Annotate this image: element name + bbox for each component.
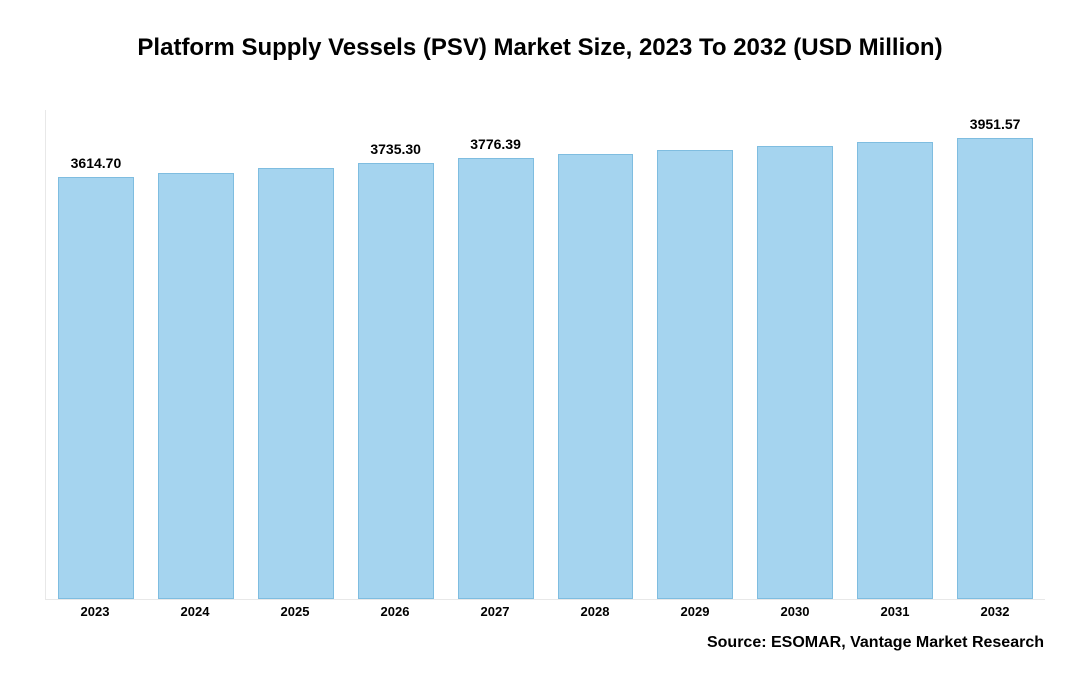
bar-slot: 3776.39 bbox=[446, 110, 546, 599]
x-axis-label: 2029 bbox=[645, 604, 745, 619]
x-axis-label: 2030 bbox=[745, 604, 845, 619]
x-axis-label: 2032 bbox=[945, 604, 1045, 619]
bar-slot: 3614.70 bbox=[46, 110, 146, 599]
bar bbox=[558, 154, 634, 599]
bar bbox=[358, 163, 434, 599]
bar bbox=[957, 138, 1033, 599]
plot-area: 3614.70 3735.30 3776.39 3951.57 bbox=[45, 110, 1045, 600]
bar bbox=[757, 146, 833, 599]
bar-value-label: 3735.30 bbox=[370, 141, 421, 157]
bar bbox=[158, 173, 234, 599]
x-axis-label: 2025 bbox=[245, 604, 345, 619]
bar-value-label: 3776.39 bbox=[470, 136, 521, 152]
bar-slot: 3735.30 bbox=[346, 110, 446, 599]
bar-slot: 3951.57 bbox=[945, 110, 1045, 599]
bar-slot bbox=[546, 110, 646, 599]
bar-slot bbox=[745, 110, 845, 599]
source-attribution: Source: ESOMAR, Vantage Market Research bbox=[707, 634, 1044, 652]
bar-value-label: 3614.70 bbox=[71, 155, 122, 171]
bar bbox=[657, 150, 733, 599]
bar-slot bbox=[246, 110, 346, 599]
bar-value-label: 3951.57 bbox=[970, 116, 1021, 132]
x-axis-labels: 2023202420252026202720282029203020312032 bbox=[45, 604, 1045, 619]
bar bbox=[58, 177, 134, 599]
x-axis-label: 2023 bbox=[45, 604, 145, 619]
x-axis-label: 2031 bbox=[845, 604, 945, 619]
bar-slot bbox=[845, 110, 945, 599]
bar bbox=[258, 168, 334, 599]
bar bbox=[458, 158, 534, 599]
bar bbox=[857, 142, 933, 599]
x-axis-label: 2027 bbox=[445, 604, 545, 619]
bar-slot bbox=[645, 110, 745, 599]
x-axis-label: 2024 bbox=[145, 604, 245, 619]
x-axis-label: 2028 bbox=[545, 604, 645, 619]
bars-row: 3614.70 3735.30 3776.39 3951.57 bbox=[46, 110, 1045, 599]
chart-title: Platform Supply Vessels (PSV) Market Siz… bbox=[0, 34, 1080, 62]
bar-slot bbox=[146, 110, 246, 599]
x-axis-label: 2026 bbox=[345, 604, 445, 619]
